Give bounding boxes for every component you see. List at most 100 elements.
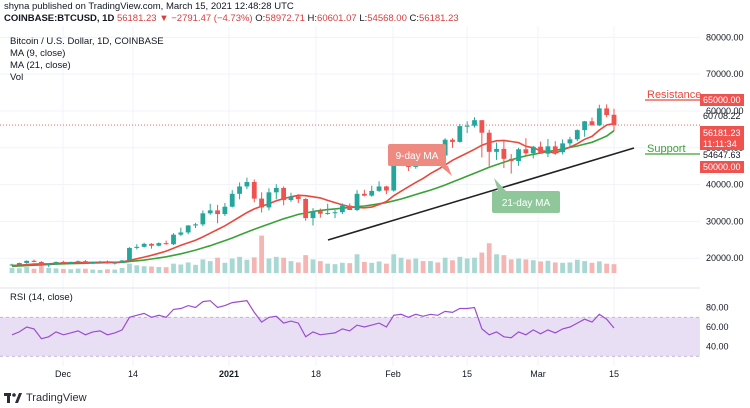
volume-bar: [310, 259, 316, 273]
volume-bar: [413, 258, 419, 273]
volume-bar: [75, 268, 81, 273]
volume-bar: [354, 254, 360, 273]
volume-bar: [472, 257, 477, 273]
legend-ma9[interactable]: MA (9, close): [10, 48, 66, 59]
volume-bar: [141, 266, 147, 273]
volume-bar: [163, 267, 169, 273]
volume-bar: [16, 268, 22, 273]
candle-body: [141, 243, 147, 247]
candle-body: [611, 114, 617, 126]
price-tick-label: 60000.00: [706, 106, 744, 116]
volume-bar: [156, 267, 162, 273]
volume-bar: [251, 257, 257, 273]
volume-bar: [9, 267, 15, 273]
candle-body: [516, 149, 521, 162]
symbol-name[interactable]: COINBASE:BTCUSD, 1D: [4, 13, 115, 24]
candle-body: [200, 213, 206, 225]
candle-body: [273, 187, 279, 193]
time-tick-label: Dec: [55, 369, 72, 379]
candle-body: [237, 186, 242, 194]
chart-area[interactable]: 9-day MA 21-day MA Resistance Support 20…: [0, 26, 750, 388]
price-tags: 65000.00 60708.22 56181.23 11:11:34 5464…: [700, 94, 744, 173]
price-tick-label: 20000.00: [706, 253, 744, 263]
volume-bar: [398, 257, 404, 273]
volume-bar: [24, 267, 30, 273]
volume-bar: [479, 252, 485, 273]
volume-bar: [450, 260, 455, 273]
legend-ma21[interactable]: MA (21, close): [10, 60, 71, 71]
candle-body: [464, 125, 470, 127]
candle-body: [479, 120, 485, 133]
resistance-label: Resistance: [647, 89, 701, 101]
volume-bar: [442, 257, 448, 273]
candle-body: [574, 130, 580, 140]
volume-bar: [222, 262, 228, 273]
candle-body: [523, 149, 529, 154]
volume-bar: [611, 264, 617, 273]
candle-body: [545, 146, 551, 154]
candle-body: [369, 190, 375, 196]
candle-body: [288, 196, 294, 201]
candle-body: [508, 158, 514, 162]
candle-body: [361, 193, 367, 196]
ohlc-low-value: 54568.00: [367, 13, 407, 24]
candle-body: [332, 212, 338, 214]
candle-body: [60, 261, 66, 263]
time-tick-label: 2021: [219, 369, 239, 379]
volume-bar: [317, 261, 323, 273]
candle-body: [185, 225, 191, 233]
volume-bar: [361, 261, 367, 273]
symbol-line: COINBASE:BTCUSD, 1D 56181.23 ▼ −2791.47 …: [4, 13, 746, 25]
price-chart-svg[interactable]: 9-day MA 21-day MA Resistance Support 20…: [0, 26, 750, 388]
legend-vol[interactable]: Vol: [10, 72, 24, 83]
time-tick-label: 15: [609, 369, 619, 379]
tradingview-logo-icon: [4, 393, 22, 403]
candle-body: [494, 148, 499, 152]
candle-body: [193, 224, 198, 226]
volume-bar: [538, 261, 543, 273]
resistance-tag: 65000.00: [703, 95, 741, 105]
candle-body: [530, 146, 536, 154]
rsi-legend[interactable]: RSI (14, close): [10, 292, 73, 303]
ma9-line: [11, 122, 615, 267]
candle-body: [486, 132, 492, 152]
volume-bar: [200, 259, 206, 273]
candle-body: [317, 211, 323, 214]
ma21-annotation-label: 21-day MA: [502, 198, 551, 209]
volume-bar: [530, 260, 536, 273]
volume-bar: [295, 262, 301, 273]
candle-body: [119, 260, 125, 263]
volume-bar: [508, 259, 514, 273]
tradingview-brand[interactable]: TradingView: [26, 392, 87, 404]
candle-body: [127, 247, 132, 261]
ma9-annotation: 9-day MA: [388, 144, 452, 176]
trend-line: [327, 147, 635, 241]
volume-bar: [83, 268, 88, 273]
high-tag: 60708.22: [703, 111, 741, 121]
rsi-line: [11, 300, 615, 340]
ohlc-high-label: H:: [307, 13, 318, 24]
volume-bar: [376, 261, 382, 273]
rsi-tick-label: 60.00: [706, 322, 729, 332]
candle-body: [134, 246, 140, 248]
volume-bar: [406, 259, 411, 273]
candle-body: [251, 182, 257, 199]
candle-body: [215, 210, 220, 215]
ohlc-close-value: 56181.23: [419, 13, 459, 24]
volume-bar: [501, 255, 507, 273]
candle-body: [75, 261, 81, 263]
volume-bar: [229, 258, 235, 273]
volume-bar: [384, 263, 389, 273]
candle-body: [310, 211, 316, 219]
publisher-line: shyna published on TradingView.com, Marc…: [4, 1, 294, 12]
candles[interactable]: [9, 104, 617, 268]
candle-body: [97, 261, 103, 263]
time-tick-label: Mar: [530, 369, 546, 379]
volume-bar: [60, 268, 66, 273]
candle-body: [347, 205, 353, 211]
time-axis[interactable]: Dec 14 2021 18 Feb 15 Mar 15: [55, 369, 619, 379]
price-tick-label: 80000.00: [706, 32, 744, 42]
volume-bar: [288, 261, 294, 273]
candle-body: [384, 186, 389, 191]
chart-legend: Bitcoin / U.S. Dollar, 1D, COINBASE MA (…: [10, 36, 164, 84]
